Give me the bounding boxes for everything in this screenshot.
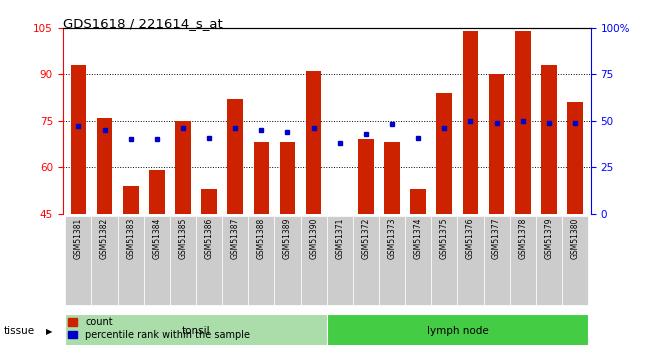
Text: GSM51380: GSM51380 [570,218,579,259]
Bar [411,189,426,214]
Bar [457,216,484,305]
Bar [96,118,112,214]
Bar [222,216,248,305]
Text: GSM51379: GSM51379 [544,218,553,259]
Text: GSM51388: GSM51388 [257,218,266,259]
Text: tonsil: tonsil [182,326,211,336]
Bar [65,314,327,345]
Text: GDS1618 / 221614_s_at: GDS1618 / 221614_s_at [63,17,222,30]
Bar [515,31,531,214]
Text: GSM51377: GSM51377 [492,218,501,259]
Bar [280,142,295,214]
Bar [353,216,379,305]
Bar [536,216,562,305]
Text: tissue: tissue [3,326,34,336]
Text: GSM51384: GSM51384 [152,218,161,259]
Bar [123,186,139,214]
Text: ▶: ▶ [46,327,53,336]
Legend: count, percentile rank within the sample: count, percentile rank within the sample [67,317,250,340]
Bar [144,216,170,305]
Bar [358,139,374,214]
Bar [71,65,86,214]
Bar [306,71,321,214]
Text: GSM51382: GSM51382 [100,218,109,259]
Text: GSM51390: GSM51390 [309,218,318,259]
Bar [149,170,164,214]
Bar [484,216,510,305]
Bar [384,142,400,214]
Text: lymph node: lymph node [426,326,488,336]
Text: GSM51376: GSM51376 [466,218,475,259]
Bar [327,216,353,305]
Bar [170,216,196,305]
Bar [463,31,478,214]
Bar [253,142,269,214]
Text: GSM51371: GSM51371 [335,218,345,259]
Text: GSM51381: GSM51381 [74,218,83,259]
Bar [510,216,536,305]
Text: GSM51375: GSM51375 [440,218,449,259]
Bar [65,216,92,305]
Bar [489,74,504,214]
Bar [196,216,222,305]
Bar [248,216,275,305]
Bar [327,314,588,345]
Bar [92,216,117,305]
Text: GSM51374: GSM51374 [414,218,422,259]
Bar [228,99,243,214]
Bar [436,93,452,214]
Bar [541,65,557,214]
Text: GSM51373: GSM51373 [387,218,397,259]
Text: GSM51386: GSM51386 [205,218,214,259]
Bar [562,216,588,305]
Text: GSM51385: GSM51385 [178,218,187,259]
Bar [201,189,217,214]
Bar [405,216,431,305]
Text: GSM51378: GSM51378 [518,218,527,259]
Text: GSM51383: GSM51383 [126,218,135,259]
Bar [275,216,300,305]
Text: GSM51372: GSM51372 [362,218,370,259]
Text: GSM51387: GSM51387 [231,218,240,259]
Bar [117,216,144,305]
Bar [567,102,583,214]
Bar [175,121,191,214]
Text: GSM51389: GSM51389 [283,218,292,259]
Bar [431,216,457,305]
Bar [300,216,327,305]
Bar [379,216,405,305]
